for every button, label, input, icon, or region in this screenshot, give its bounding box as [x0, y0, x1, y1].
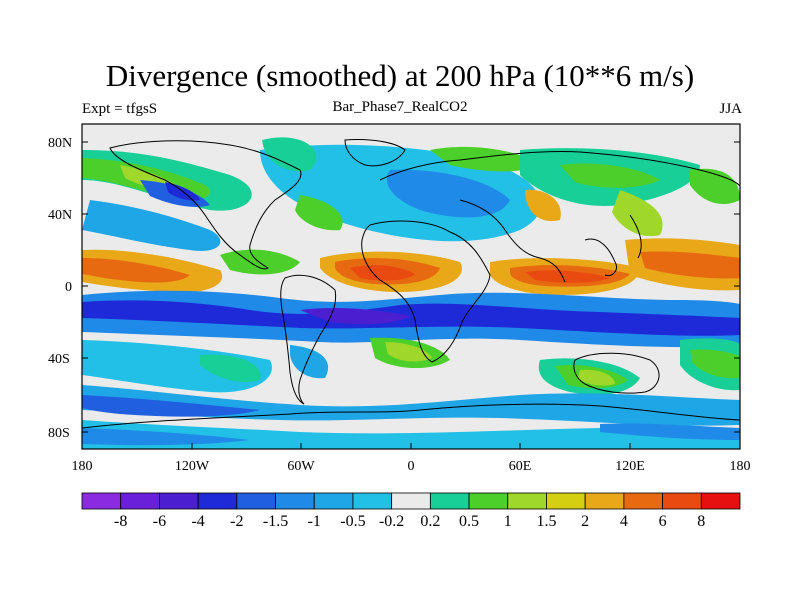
colorbar-label: 2: [581, 513, 589, 530]
lon-label-180w: 180: [72, 459, 93, 474]
lon-label-60e: 60E: [509, 459, 532, 474]
colorbar-swatch: [275, 492, 315, 510]
colorbar-swatch: [468, 492, 509, 510]
lon-label-120e: 120E: [615, 459, 645, 474]
colorbar-label: 1: [504, 513, 512, 530]
colorbar-label: 4: [620, 513, 628, 530]
lon-label-60w: 60W: [287, 459, 315, 474]
colorbar-swatch: [313, 492, 354, 510]
colorbar-label: 0.2: [420, 513, 440, 530]
colorbar-swatch: [159, 492, 199, 510]
colorbar: -8 -6 -4 -2 -1.5 -1 -0.5 -0.2 0.2 0.5 1 1.5 2 4 6 8: [81, 492, 741, 530]
colorbar-label: 8: [697, 513, 705, 530]
colorbar-swatch: [81, 492, 122, 510]
lat-label-40s: 40S: [48, 352, 70, 367]
lat-label-eq: 0: [65, 280, 72, 295]
lat-label-80s: 80S: [48, 426, 70, 441]
plot-title: Divergence (smoothed) at 200 hPa (10**6 …: [105, 58, 695, 93]
season-label: JJA: [719, 101, 742, 117]
lon-label-180e: 180: [730, 459, 751, 474]
experiment-label: Expt = tfgsS: [82, 101, 158, 117]
colorbar-label: 1.5: [536, 513, 556, 530]
coastlines: [82, 139, 740, 429]
lon-label-120w: 120W: [175, 459, 210, 474]
colorbar-label: -0.2: [379, 513, 404, 530]
colorbar-swatch: [507, 492, 547, 510]
colorbar-label: -1: [308, 513, 321, 530]
run-label: Bar_Phase7_RealCO2: [332, 99, 468, 115]
colorbar-swatch: [391, 492, 431, 510]
lat-label-80n: 80N: [48, 136, 72, 151]
colorbar-swatch: [584, 492, 625, 510]
colorbar-swatch: [662, 492, 702, 510]
colorbar-swatch: [700, 492, 741, 510]
colorbar-label: -4: [191, 513, 204, 530]
colorbar-swatch: [120, 492, 160, 510]
colorbar-label: -2: [230, 513, 243, 530]
colorbar-label: 6: [659, 513, 667, 530]
colorbar-swatch: [197, 492, 238, 510]
colorbar-swatch: [546, 492, 586, 510]
colorbar-label: -8: [114, 513, 127, 530]
colorbar-swatch: [623, 492, 663, 510]
colorbar-swatch: [352, 492, 393, 510]
colorbar-label: -0.5: [340, 513, 365, 530]
colorbar-swatch: [236, 492, 276, 510]
contour-field: [82, 124, 740, 449]
axis-ticks: [81, 141, 741, 449]
colorbar-label: 0.5: [459, 513, 479, 530]
colorbar-label: -6: [153, 513, 166, 530]
colorbar-swatch: [429, 492, 470, 510]
lat-label-40n: 40N: [48, 208, 72, 223]
lon-label-0: 0: [408, 459, 415, 474]
colorbar-label: -1.5: [263, 513, 288, 530]
